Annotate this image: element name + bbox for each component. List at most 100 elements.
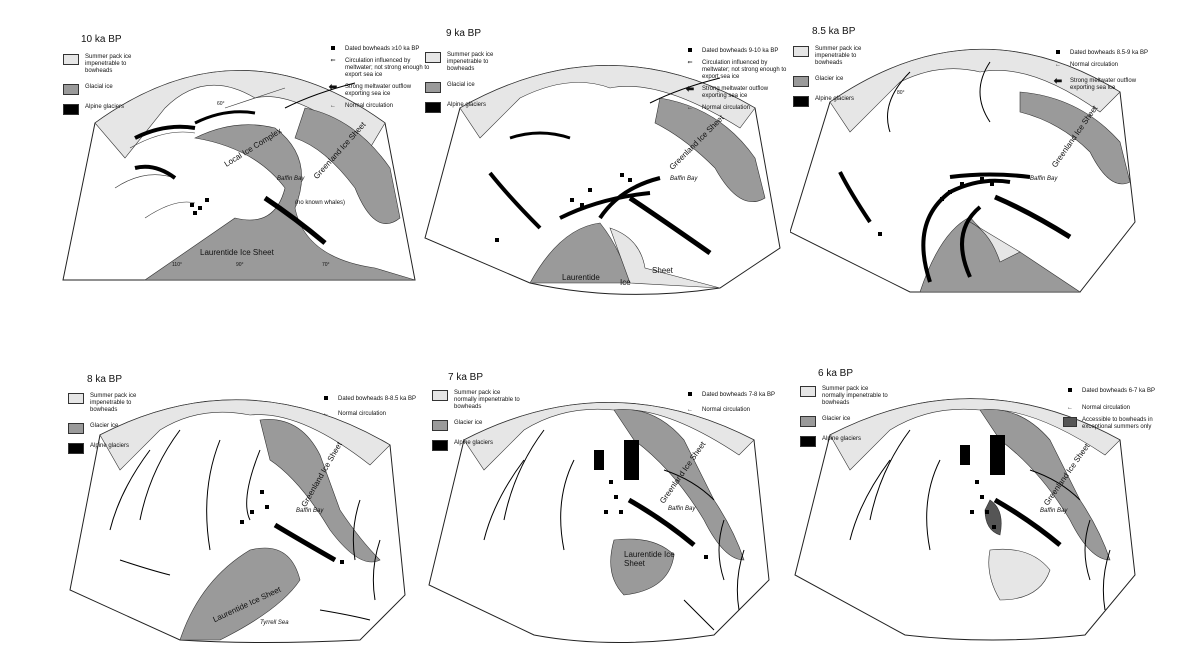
map-9ka [424,65,781,295]
graticule-label: 110° [172,262,182,268]
alpine-glacier-swatch [63,104,79,115]
dot-icon [331,46,335,50]
key-label: Strong meltwater outflow exporting sea i… [702,86,769,99]
thin-arrow-icon: ← [1055,62,1061,68]
pack-ice-swatch [63,54,79,65]
panel-title: 6 ka BP [818,368,854,379]
dot-icon [1068,388,1072,392]
thin-arrow-icon: ← [1067,405,1073,411]
glacier-ice-swatch [800,416,816,427]
glacier-ice-swatch [793,76,809,87]
key-label: Normal circulation [1082,405,1131,411]
bowhead-marker [980,495,984,499]
bowhead-marker [704,555,708,559]
dot-icon [688,392,692,396]
legend-label: Summer pack ice impenetrable to bowheads [447,52,494,72]
legend: Summer pack ice impenetrable to bowheads… [425,52,505,122]
exceptional-access-swatch [1063,417,1077,427]
map-10ka [62,70,416,281]
bowhead-marker [265,505,269,509]
legend-label: Summer pack ice impenetrable to bowheads [85,54,132,74]
bowhead-marker [190,203,194,207]
bowhead-marker [940,197,944,201]
bowhead-marker [580,203,584,207]
dot-icon [1056,50,1060,54]
symbol-key: Dated bowheads 8.5-9 ka BP ← Normal circu… [1050,50,1160,97]
bowhead-marker [198,206,202,210]
graticule-label: 90° [236,262,244,268]
legend: Summer pack ice impenetrable to bowheads… [793,46,873,116]
map-label: Sheet [652,266,673,275]
bowhead-marker [614,495,618,499]
hollow-arrow-icon: ⇐ [687,60,693,66]
legend-label: Summer pack ice impenetrable to bowheads [90,393,137,413]
hollow-arrow-icon: ⇐ [330,58,336,64]
map-panel-8-5ka: 8.5 ka BP Summer pack ice impenetrable t… [790,22,1160,322]
map-panel-8ka: 8 ka BP Summer pack ice impenetrable to … [60,360,430,660]
legend-label: Summer pack ice normally impenetrable to… [454,390,520,410]
bowhead-marker [878,232,882,236]
map-label: Laurentide Ice Sheet [624,550,675,568]
bowhead-marker [340,560,344,564]
legend-label: Summer pack ice impenetrable to bowheads [815,46,862,66]
panel-title: 8 ka BP [87,374,123,385]
key-label: Circulation influenced by meltwater; not… [345,58,430,78]
symbol-key: Dated bowheads 9-10 ka BP ⇐ Circulation i… [682,48,792,117]
map-label: Tyrrell Sea [260,620,289,626]
legend-label: Glacier ice [822,416,851,422]
graticule-label: 70° [322,262,330,268]
legend-label: Glacier ice [454,420,483,426]
thin-arrow-icon: ← [687,407,693,413]
map-label: (no known whales) [295,200,346,206]
bowhead-marker [193,211,197,215]
bowhead-marker [619,510,623,514]
key-label: Dated bowheads 9-10 ka BP [702,48,779,54]
legend-label: Glacial ice [85,84,113,90]
dot-icon [324,396,328,400]
key-label: Dated bowheads ≥10 ka BP [345,46,420,52]
glacial-ice-swatch [425,82,441,93]
key-label: Dated bowheads 8.5-9 ka BP [1070,50,1149,56]
map-panel-7ka: 7 ka BP Summer pack ice normally impenet… [424,360,794,660]
glacier-ice-swatch [68,423,84,434]
legend-label: Alpine glaciers [815,96,855,102]
map-7ka [428,402,770,643]
bowhead-marker [570,198,574,202]
legend: Summer pack ice normally impenetrable to… [800,386,890,456]
legend-label: Summer pack ice normally impenetrable to… [822,386,888,406]
thin-arrow-icon: ← [330,103,336,109]
map-label: Baffin Bay [1040,508,1068,514]
legend-label: Glacier ice [815,76,844,82]
map-panel-9ka: 9 ka BP Summer pack ice impenetrable to … [420,28,790,328]
pack-ice-swatch [432,390,448,401]
symbol-key: Dated bowheads 7-8 ka BP ← Normal circula… [682,392,792,419]
key-label: Dated bowheads 7-8 ka BP [702,392,776,398]
map-label: Baffin Bay [670,176,698,182]
key-label: Normal circulation [345,103,394,109]
map-label: Laurentide Ice Sheet [200,248,274,257]
map-8-5ka [790,48,1136,293]
bowhead-marker [205,198,209,202]
key-label: Strong meltwater outflow exporting sea i… [345,84,412,97]
pack-ice-swatch [68,393,84,404]
map-panel-10ka: 10 ka BP Summer pack ice impenetrable to… [55,28,429,328]
bowhead-marker [250,510,254,514]
key-label: Circulation influenced by meltwater; not… [702,60,787,80]
thin-arrow-icon: ← [687,105,693,111]
bowhead-marker [975,480,979,484]
bowhead-marker [620,173,624,177]
key-label: Normal circulation [1070,62,1119,68]
bowhead-marker [960,182,964,186]
bold-arrow-icon: ⬅ [1053,76,1063,87]
bowhead-marker [588,188,592,192]
bowhead-marker [609,480,613,484]
alpine-glacier-swatch [432,440,448,451]
bowhead-marker [992,525,996,529]
map-label: Baffin Bay [1030,176,1058,182]
pack-ice-swatch [425,52,441,63]
map-label: Baffin Bay [668,506,696,512]
panel-title: 7 ka BP [448,372,484,383]
key-label: Normal circulation [702,105,751,111]
symbol-key: Dated bowheads 8-8.5 ka BP ← Normal circu… [318,396,428,423]
legend-label: Alpine glaciers [447,102,487,108]
